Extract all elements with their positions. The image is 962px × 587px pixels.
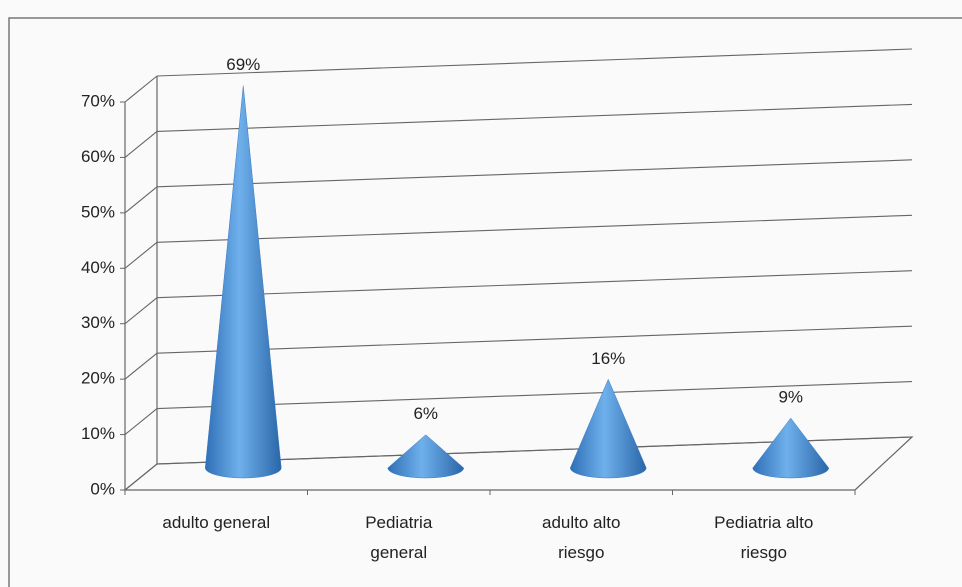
grid-line bbox=[124, 75, 158, 103]
grid-line bbox=[156, 214, 913, 243]
cone bbox=[569, 378, 647, 479]
cone bbox=[387, 434, 465, 479]
grid-line bbox=[124, 241, 158, 269]
grid-line bbox=[124, 131, 158, 158]
y-tick-label: 20% bbox=[81, 369, 115, 388]
data-label: 69% bbox=[226, 55, 260, 74]
grid-line bbox=[156, 48, 913, 77]
data-label: 6% bbox=[413, 404, 438, 423]
grid-line bbox=[156, 325, 913, 354]
y-tick-label: 0% bbox=[90, 479, 115, 498]
grid-line bbox=[124, 352, 158, 380]
grid-line bbox=[124, 186, 158, 214]
grid-line bbox=[124, 408, 158, 435]
y-tick-label: 30% bbox=[81, 313, 115, 332]
cone bbox=[752, 417, 830, 479]
grid-line bbox=[156, 381, 913, 410]
data-label: 9% bbox=[778, 388, 803, 407]
grid-line bbox=[124, 297, 158, 325]
x-tick-label: Pediatria alto riesgo bbox=[714, 513, 814, 562]
grid-line bbox=[156, 103, 913, 132]
y-tick-label: 60% bbox=[81, 147, 115, 166]
x-tick-label: adulto alto riesgo bbox=[542, 513, 621, 562]
grid-line bbox=[124, 463, 158, 491]
y-tick-label: 40% bbox=[81, 258, 115, 277]
grid-line bbox=[156, 270, 913, 299]
x-tick-label: adulto general bbox=[162, 513, 271, 532]
y-tick-label: 10% bbox=[81, 424, 115, 443]
grid-line bbox=[156, 159, 913, 188]
x-tick-label: Pediatria general bbox=[365, 513, 433, 562]
cone bbox=[204, 85, 282, 479]
y-tick-label: 70% bbox=[81, 91, 115, 110]
y-tick-label: 50% bbox=[81, 202, 115, 221]
data-label: 16% bbox=[591, 349, 625, 368]
chart-border bbox=[8, 17, 962, 587]
